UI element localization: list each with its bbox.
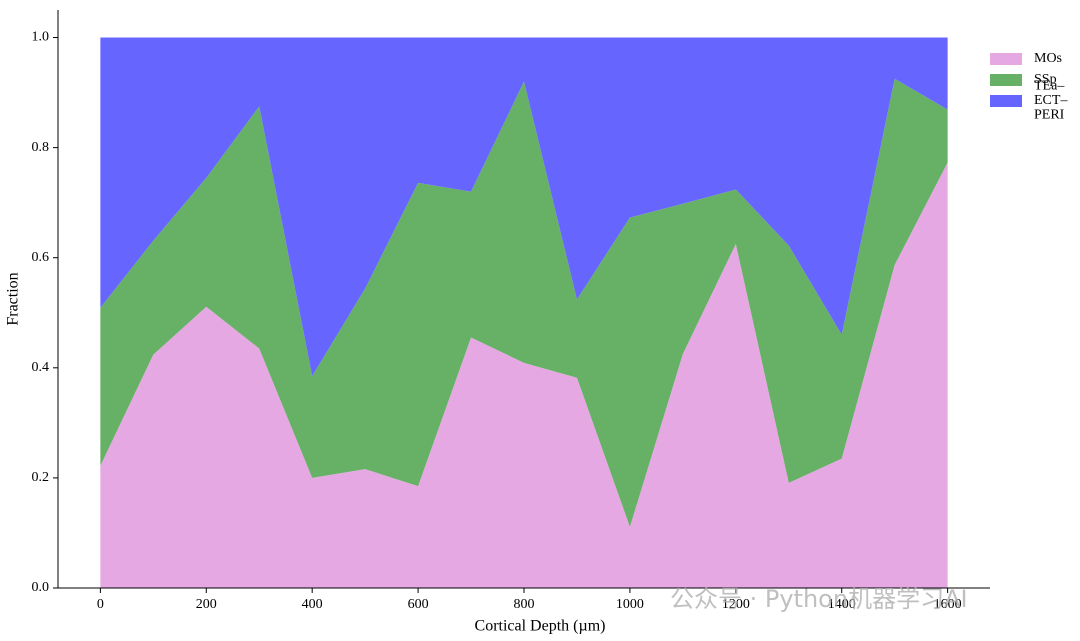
legend-label: SSp xyxy=(1034,72,1057,87)
watermark: 公众号 · Python机器学习AI xyxy=(670,585,968,613)
x-tick-label: 1000 xyxy=(616,597,644,612)
y-tick-label: 0.2 xyxy=(32,470,50,485)
x-tick-label: 800 xyxy=(514,597,535,612)
y-axis-label: Fraction xyxy=(5,272,22,325)
area xyxy=(100,78,948,527)
legend-label: MOs xyxy=(1034,51,1062,66)
x-tick-label: 600 xyxy=(408,597,429,612)
area xyxy=(100,37,948,377)
legend-label: TEa– ECT– PERI xyxy=(1034,79,1068,123)
x-tick-label: 400 xyxy=(302,597,323,612)
y-tick-label: 0.4 xyxy=(32,360,50,375)
y-tick-label: 0.6 xyxy=(32,250,50,265)
x-tick-label: 0 xyxy=(97,597,104,612)
x-tick-label: 1400 xyxy=(828,597,856,612)
x-axis-label: Cortical Depth (µm) xyxy=(475,618,606,635)
area xyxy=(100,162,948,588)
legend-swatch xyxy=(990,53,1022,65)
legend-swatch xyxy=(990,74,1022,86)
x-tick-label: 200 xyxy=(196,597,217,612)
y-tick-label: 1.0 xyxy=(32,30,50,45)
y-tick-label: 0.0 xyxy=(32,580,50,595)
x-tick-label: 1200 xyxy=(722,597,750,612)
x-tick-label: 1600 xyxy=(934,597,962,612)
y-tick-label: 0.8 xyxy=(32,140,50,155)
legend-swatch xyxy=(990,95,1022,107)
